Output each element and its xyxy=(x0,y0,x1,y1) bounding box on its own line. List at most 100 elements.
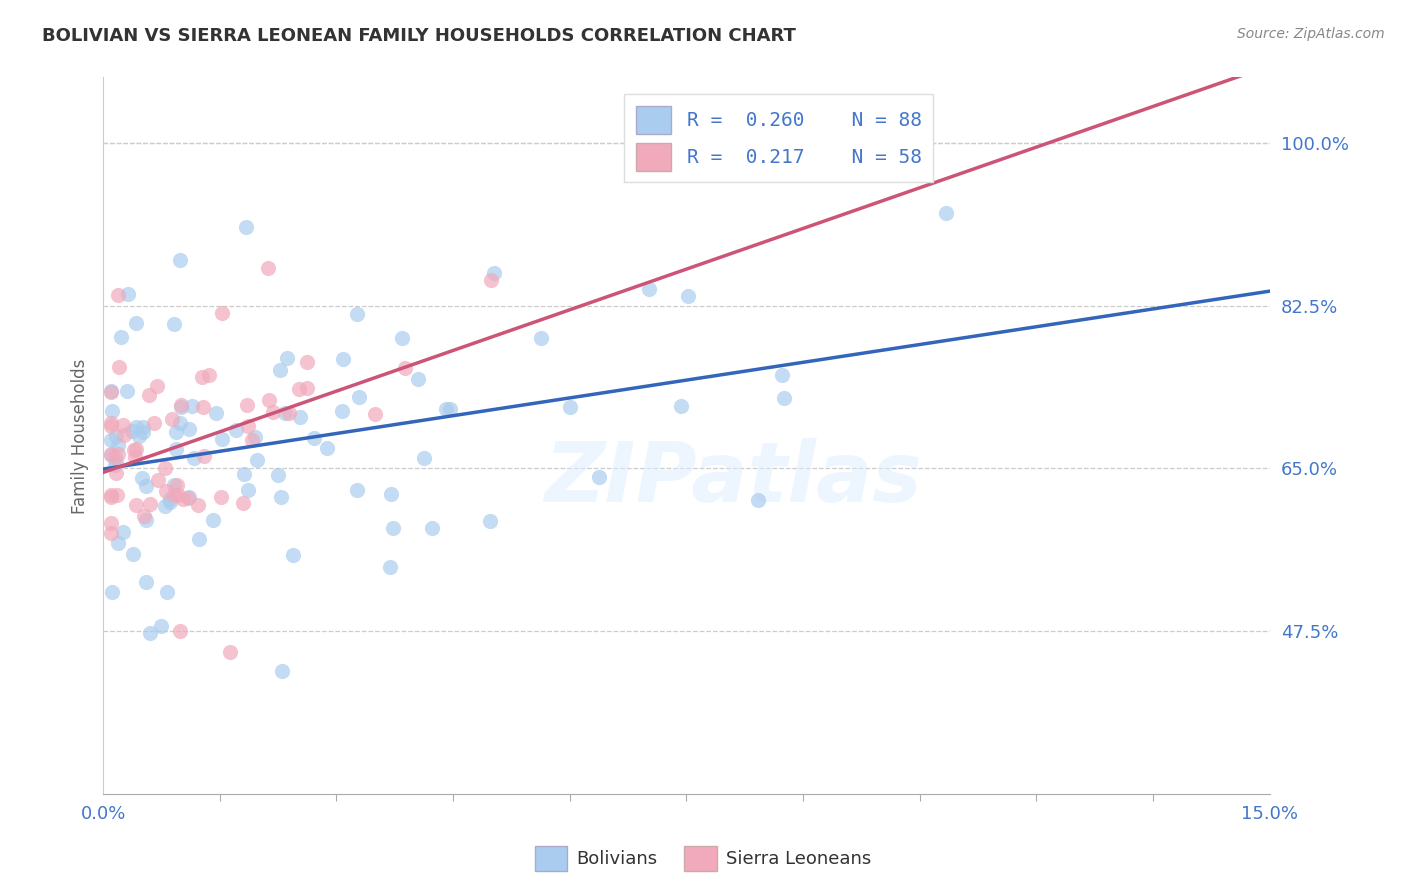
Point xyxy=(439,401,461,416)
Point xyxy=(100,447,122,461)
Point xyxy=(177,491,200,505)
Point xyxy=(276,351,298,365)
Point xyxy=(236,483,259,497)
Point xyxy=(150,618,173,632)
Point xyxy=(278,406,301,420)
Point xyxy=(163,487,186,501)
Point xyxy=(773,391,796,405)
Point xyxy=(191,400,214,414)
Point xyxy=(187,498,209,512)
Point xyxy=(142,417,165,431)
Point xyxy=(240,433,263,447)
Legend: Bolivians, Sierra Leoneans: Bolivians, Sierra Leoneans xyxy=(527,838,879,879)
Point xyxy=(128,429,150,443)
Point xyxy=(190,370,212,384)
Point xyxy=(211,432,233,446)
Point xyxy=(107,447,129,461)
Point xyxy=(131,420,153,434)
Point xyxy=(269,363,291,377)
Point xyxy=(346,483,368,497)
Point xyxy=(179,422,201,436)
Point xyxy=(257,260,280,275)
Point xyxy=(172,491,194,506)
Point xyxy=(935,205,957,219)
Point xyxy=(166,478,188,492)
Point xyxy=(281,548,304,562)
Point xyxy=(156,585,179,599)
Point xyxy=(138,388,160,402)
Point xyxy=(100,490,122,504)
Point xyxy=(316,441,339,455)
Point xyxy=(100,488,122,502)
Point xyxy=(125,316,148,330)
Point xyxy=(169,416,191,430)
Point xyxy=(115,384,138,399)
Point xyxy=(211,306,233,320)
Point xyxy=(170,398,193,412)
Point xyxy=(180,400,202,414)
Point xyxy=(105,455,128,469)
Point xyxy=(671,400,693,414)
Point xyxy=(678,289,700,303)
Point xyxy=(236,398,259,412)
Point xyxy=(478,514,501,528)
Point xyxy=(209,491,232,505)
Point xyxy=(122,443,145,458)
Point xyxy=(107,438,129,452)
Point xyxy=(132,425,155,439)
Point xyxy=(125,420,148,434)
Point xyxy=(434,401,457,416)
Point xyxy=(193,450,215,464)
Point xyxy=(259,392,281,407)
Point xyxy=(637,282,659,296)
Point xyxy=(304,431,326,445)
Point xyxy=(100,416,122,430)
Point xyxy=(107,536,129,550)
Point xyxy=(406,372,429,386)
Point xyxy=(105,466,128,480)
Point xyxy=(197,368,219,383)
Point xyxy=(770,368,793,382)
Point xyxy=(125,498,148,512)
Point xyxy=(167,488,190,502)
Point xyxy=(165,442,187,456)
Point xyxy=(219,644,242,658)
Point xyxy=(378,560,401,574)
Text: BOLIVIAN VS SIERRA LEONEAN FAMILY HOUSEHOLDS CORRELATION CHART: BOLIVIAN VS SIERRA LEONEAN FAMILY HOUSEH… xyxy=(42,27,796,45)
Point xyxy=(110,330,132,344)
Point xyxy=(380,487,402,501)
Point xyxy=(558,401,581,415)
Point xyxy=(246,453,269,467)
Point xyxy=(270,490,292,504)
Point xyxy=(588,470,610,484)
Point xyxy=(135,479,157,493)
Point xyxy=(135,513,157,527)
Point xyxy=(288,382,311,396)
Point xyxy=(183,450,205,465)
Point xyxy=(159,494,181,508)
Point xyxy=(187,532,209,546)
Point xyxy=(121,547,143,561)
Point xyxy=(530,331,553,345)
Legend: R =  0.260    N = 88, R =  0.217    N = 58: R = 0.260 N = 88, R = 0.217 N = 58 xyxy=(624,95,934,183)
Point xyxy=(100,448,122,462)
Point xyxy=(146,379,169,393)
Point xyxy=(347,390,370,404)
Point xyxy=(364,407,387,421)
Point xyxy=(108,359,131,374)
Point xyxy=(232,496,254,510)
Point xyxy=(100,516,122,530)
Point xyxy=(160,412,183,426)
Point xyxy=(177,490,200,504)
Point xyxy=(101,403,124,417)
Point xyxy=(169,252,191,267)
Point xyxy=(112,427,135,442)
Point xyxy=(112,525,135,540)
Point xyxy=(165,425,187,439)
Point xyxy=(346,307,368,321)
Point xyxy=(111,417,134,432)
Point xyxy=(104,450,127,464)
Point xyxy=(479,273,502,287)
Point xyxy=(205,406,228,420)
Point xyxy=(155,483,177,498)
